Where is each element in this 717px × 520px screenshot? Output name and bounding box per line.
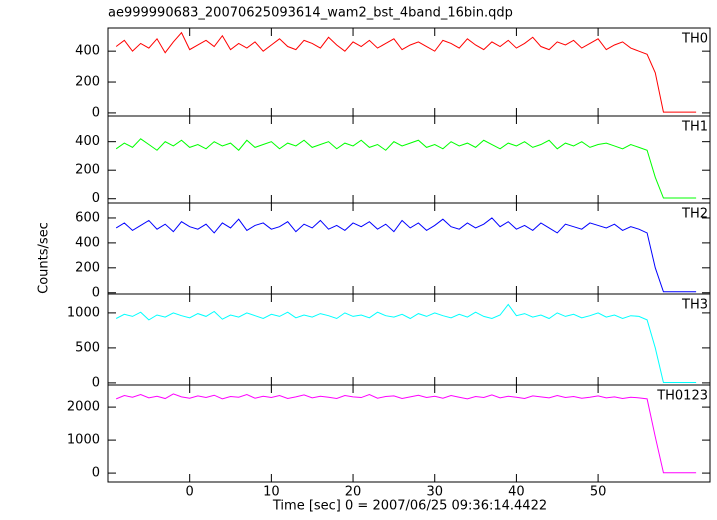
y-tick-label: 1000 — [67, 305, 100, 320]
panel-frame — [107, 384, 711, 483]
panel-label: TH2 — [681, 207, 708, 222]
light-curve — [115, 217, 697, 293]
y-tick-label: 200 — [75, 260, 100, 275]
y-tick-label: 400 — [75, 235, 100, 250]
y-tick-label: 500 — [75, 340, 100, 355]
light-curve — [115, 31, 697, 113]
panel-frame — [107, 27, 711, 117]
x-axis-label: Time [sec] 0 = 2007/06/25 09:36:14.4422 — [272, 499, 547, 514]
x-tick-label: 50 — [590, 485, 607, 500]
y-tick-label: 400 — [75, 44, 100, 59]
light-curve — [115, 393, 697, 474]
y-axis-label: Counts/sec — [37, 222, 52, 294]
panel-label: TH3 — [681, 298, 708, 313]
panel-label: TH0123 — [656, 389, 708, 404]
y-tick-label: 1000 — [67, 433, 100, 448]
panel-label: TH0 — [681, 32, 708, 47]
x-tick-label: 10 — [263, 485, 280, 500]
y-tick-label: 0 — [92, 191, 100, 206]
panel-label: TH1 — [681, 120, 708, 135]
y-tick-label: 600 — [75, 210, 100, 225]
light-curve — [115, 303, 697, 384]
y-tick-label: 0 — [92, 375, 100, 390]
light-curve — [115, 138, 697, 199]
y-tick-label: 0 — [92, 105, 100, 120]
panel-frame — [107, 115, 711, 204]
y-tick-label: 200 — [75, 163, 100, 178]
y-tick-label: 0 — [92, 466, 100, 481]
x-tick-label: 30 — [426, 485, 443, 500]
y-tick-label: 400 — [75, 134, 100, 149]
chart-title: ae999990683_20070625093614_wam2_bst_4ban… — [108, 6, 513, 21]
y-tick-label: 2000 — [67, 400, 100, 415]
y-tick-label: 200 — [75, 75, 100, 90]
x-tick-label: 40 — [508, 485, 525, 500]
panel-frame — [107, 202, 711, 295]
x-tick-label: 20 — [345, 485, 362, 500]
x-tick-label: 0 — [186, 485, 194, 500]
y-tick-label: 0 — [92, 285, 100, 300]
panel-frame — [107, 293, 711, 386]
